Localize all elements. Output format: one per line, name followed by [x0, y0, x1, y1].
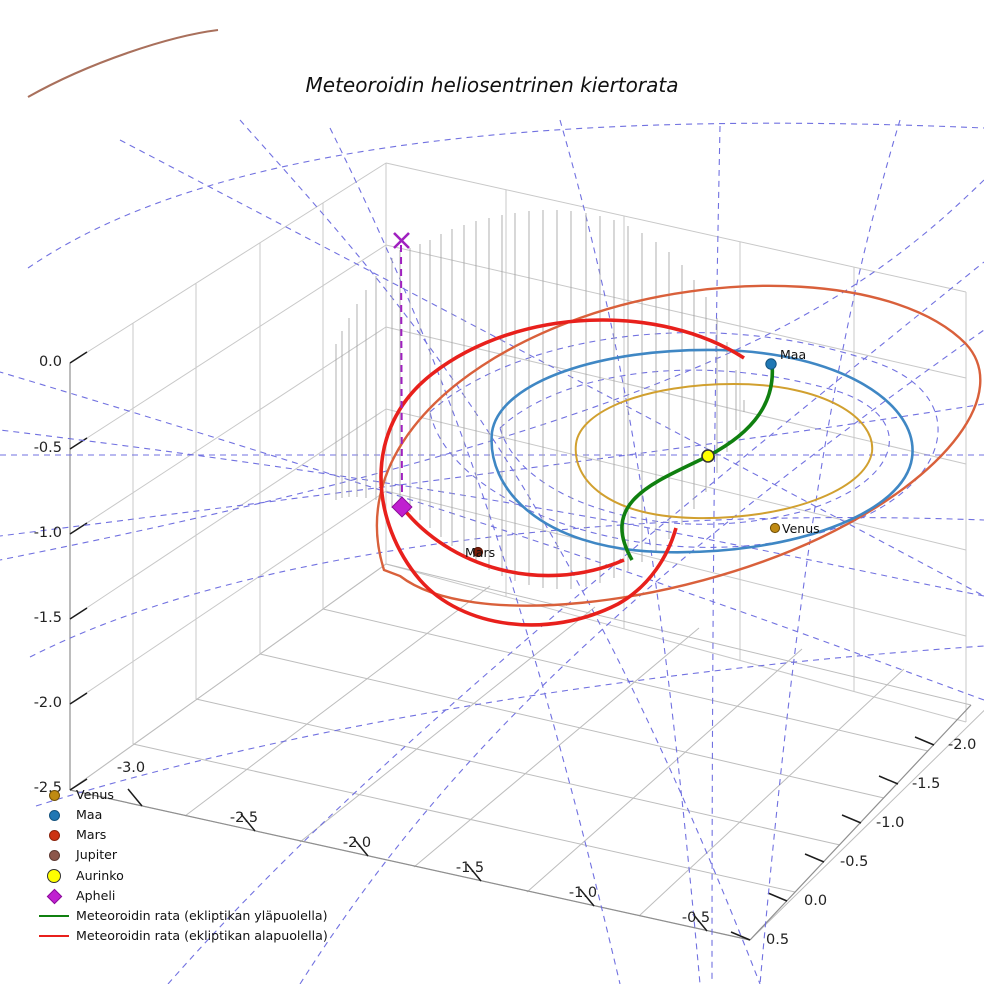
legend-label-mars: Mars	[76, 827, 107, 843]
mars-dot-icon	[32, 829, 76, 841]
y-tick-1: 0.0	[804, 893, 827, 909]
green-line-icon	[32, 915, 76, 918]
legend-label-jupiter: Jupiter	[76, 847, 118, 863]
legend-item-aurinko[interactable]: Aurinko	[32, 866, 362, 886]
legend-item-track-below[interactable]: Meteoroidin rata (ekliptikan alapuolella…	[32, 926, 362, 946]
red-line-icon	[32, 935, 76, 938]
y-tick-4: -1.5	[912, 776, 940, 792]
legend-label-track-below: Meteoroidin rata (ekliptikan alapuolella…	[76, 928, 328, 944]
track-below-ecliptic	[379, 318, 745, 627]
orbit-stem-lines	[335, 210, 745, 589]
apheli-diamond-marker	[391, 496, 413, 518]
z-tick-4: -2.0	[34, 695, 62, 711]
marker-venus[interactable]	[769, 522, 781, 534]
x-tick-0: -3.0	[117, 760, 145, 776]
legend-item-maa[interactable]: Maa	[32, 805, 362, 825]
orbit-venus	[574, 382, 874, 520]
label-mars: Mars	[465, 545, 495, 560]
aurinko-dot-icon	[32, 868, 76, 883]
jupiter-dot-icon	[32, 850, 76, 862]
y-tick-2: -0.5	[840, 854, 868, 870]
marker-mars[interactable]	[472, 546, 484, 558]
legend-label-aurinko: Aurinko	[76, 867, 124, 883]
pane-grid-back	[385, 162, 967, 723]
z-tick-1: -0.5	[34, 440, 62, 456]
pane-grid-floor	[69, 563, 984, 941]
y-tick-5: -2.0	[948, 737, 976, 753]
orbit-mars	[375, 284, 982, 607]
x-tick-1: -2.5	[230, 810, 258, 826]
legend-item-apheli[interactable]: Apheli	[32, 886, 362, 906]
legend-item-track-above[interactable]: Meteoroidin rata (ekliptikan yläpuolella…	[32, 906, 362, 926]
z-tick-0: 0.0	[39, 354, 62, 370]
axis-ticks	[69, 351, 935, 941]
marker-aurinko[interactable]	[701, 449, 715, 463]
label-maa: Maa	[780, 347, 806, 362]
legend-item-jupiter[interactable]: Jupiter	[32, 846, 362, 866]
legend-label-apheli: Apheli	[76, 887, 116, 903]
z-tick-3: -1.5	[34, 610, 62, 626]
legend-label-maa: Maa	[76, 806, 103, 822]
maa-dot-icon	[32, 809, 76, 821]
legend: Venus Maa Mars Jupiter Aurinko	[32, 785, 362, 947]
x-tick-5: -0.5	[682, 910, 710, 926]
z-tick-2: -1.0	[34, 525, 62, 541]
venus-dot-icon	[32, 789, 76, 801]
apheli-cross-icon	[393, 232, 410, 249]
x-tick-3: -1.5	[456, 860, 484, 876]
marker-maa[interactable]	[765, 358, 777, 370]
y-tick-3: -1.0	[876, 815, 904, 831]
x-tick-4: -1.0	[569, 885, 597, 901]
track-above-ecliptic	[620, 363, 775, 561]
legend-item-venus[interactable]: Venus	[32, 785, 362, 805]
orbit-maa	[490, 348, 914, 554]
legend-label-track-above: Meteoroidin rata (ekliptikan yläpuolella…	[76, 907, 328, 923]
label-venus: Venus	[782, 521, 820, 536]
apheli-diamond-icon	[32, 888, 76, 904]
legend-label-venus: Venus	[76, 786, 114, 802]
y-tick-0: 0.5	[766, 932, 789, 948]
reference-dashed-lines	[0, 119, 984, 984]
page-title: Meteoroidin heliosentrinen kiertorata	[306, 73, 679, 97]
orbit-jupiter	[27, 28, 219, 98]
legend-item-mars[interactable]: Mars	[32, 825, 362, 845]
x-tick-2: -2.0	[343, 835, 371, 851]
